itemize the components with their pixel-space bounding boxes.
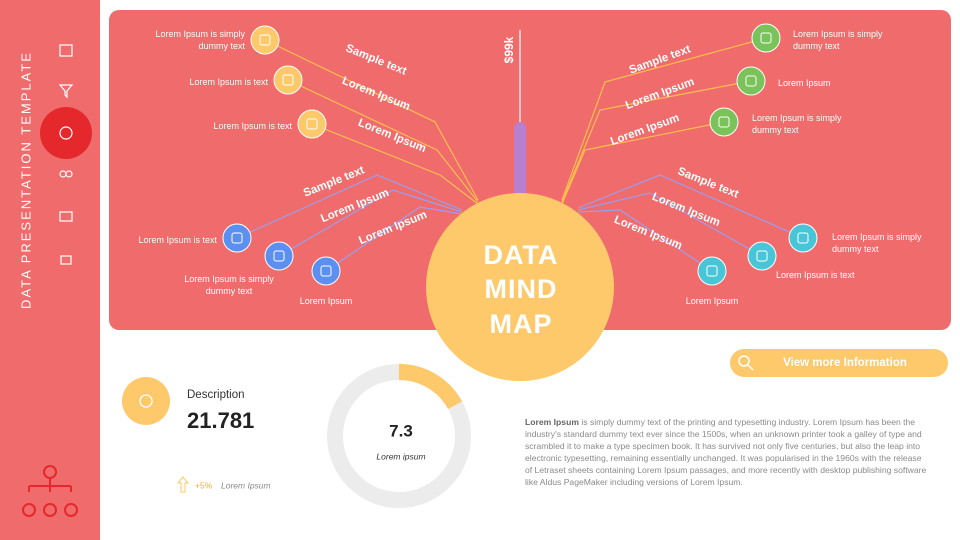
branch-node: [747, 241, 777, 271]
branch-node: [311, 256, 341, 286]
branch-line: [236, 174, 463, 239]
branch-line: [278, 189, 463, 257]
branch-node: [250, 25, 280, 55]
stat-change: +5%: [195, 480, 213, 490]
search-icon: [738, 355, 750, 367]
branch-node: [222, 223, 252, 253]
paragraph: Lorem Ipsum is simply dummy text of the …: [525, 416, 927, 488]
branch-line: [311, 123, 479, 205]
node-icon: [259, 34, 271, 46]
node-icon: [231, 232, 243, 244]
stat-label: Description: [187, 389, 245, 401]
branch-line: [577, 192, 763, 257]
center-title: MAP: [490, 309, 553, 339]
sidebar: [0, 0, 100, 540]
center-title: MIND: [485, 274, 558, 304]
branch-node: [264, 241, 294, 271]
info-button[interactable]: [730, 349, 948, 377]
button-label[interactable]: View more Information: [783, 357, 907, 369]
search-icon: [747, 364, 754, 371]
node-icon: [306, 118, 318, 130]
node-label: Lorem Ipsum is text: [189, 77, 268, 87]
branch-line: [561, 37, 767, 201]
node-label: Lorem Ipsum: [685, 296, 739, 306]
stat-icon-glyph: [139, 394, 153, 408]
node-label: Lorem Ipsum is text: [138, 235, 217, 245]
node-icon: [745, 75, 757, 87]
node-icon: [797, 232, 809, 244]
node-label: Lorem Ipsum is simply dummy text: [752, 113, 842, 135]
stat-value: 21.781: [187, 408, 254, 433]
nav-icons: [58, 44, 74, 265]
branch-line: [577, 209, 713, 272]
branch-line: [577, 174, 804, 239]
donut-arc: [398, 364, 463, 410]
donut-caption: Lorem ipsum: [376, 451, 425, 461]
node-label: Lorem Ipsum is simply dummy text: [832, 232, 922, 254]
branch-line: [561, 80, 752, 203]
branch-node: [297, 109, 327, 139]
stat-icon: [122, 377, 170, 425]
branch-node: [273, 65, 303, 95]
up-arrow: [176, 476, 190, 493]
node-icon: [273, 250, 285, 262]
node-icon: [706, 265, 718, 277]
node-icon: [320, 265, 332, 277]
node-icon: [282, 74, 294, 86]
paragraph-body: is simply dummy text of the printing and…: [525, 417, 927, 487]
sidebar-title: DATA PRESENTATION TEMPLATE: [18, 51, 33, 309]
branch-node: [736, 66, 766, 96]
branch-node: [709, 107, 739, 137]
node-icon: [756, 250, 768, 262]
node-label: Lorem Ipsum: [778, 78, 831, 88]
branch-node: [697, 256, 727, 286]
org-icon: [22, 465, 78, 517]
donut-value: 7.3: [389, 421, 413, 440]
node-label: Lorem Ipsum: [299, 296, 353, 306]
branch-line: [325, 206, 463, 272]
node-label: Lorem Ipsum is simply dummy text: [793, 29, 883, 51]
node-label: Lorem Ipsum is simply dummy text: [155, 29, 245, 51]
branch-node: [788, 223, 818, 253]
active-nav[interactable]: [40, 107, 92, 159]
stem-pill: [514, 122, 526, 198]
node-icon: [718, 116, 730, 128]
paragraph-lead: Lorem Ipsum: [525, 417, 579, 427]
branch-line: [264, 39, 479, 201]
branch-line: [561, 121, 725, 205]
stem-label: $99k: [502, 36, 516, 63]
node-label: Lorem Ipsum is text: [776, 270, 855, 280]
branch-node: [751, 23, 781, 53]
center-title: DATA: [484, 240, 559, 270]
node-label: Lorem Ipsum is text: [213, 121, 292, 131]
node-label: Lorem Ipsum is simply dummy text: [184, 274, 274, 296]
node-icon: [760, 32, 772, 44]
center-circle: [426, 193, 614, 381]
branch-line: [287, 79, 479, 203]
stat-change-caption: Lorem Ipsum: [221, 480, 271, 490]
